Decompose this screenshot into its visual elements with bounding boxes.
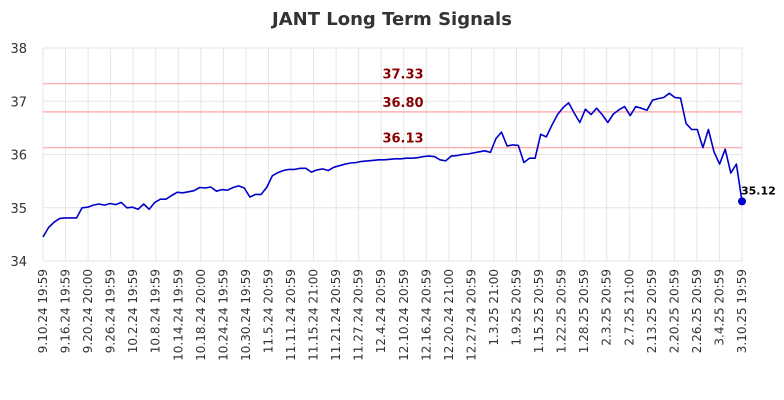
x-tick-label: 10.30.24 19:59 — [239, 269, 253, 361]
x-tick-label: 3.10.25 19:59 — [735, 269, 749, 353]
last-value-label: 35.12 — [741, 184, 776, 197]
x-tick-label: 11.5.24 20:59 — [261, 269, 275, 353]
x-tick-label: 10.14.24 19:59 — [171, 269, 185, 361]
x-tick-label: 1.15.25 20:59 — [532, 269, 546, 353]
x-tick-label: 2.13.25 20:59 — [645, 269, 659, 353]
y-axis-ticks: 34 35 36 37 38 — [10, 42, 27, 270]
signal-level-label: 37.33 — [382, 68, 423, 83]
x-tick-label: 11.27.24 20:59 — [352, 269, 366, 361]
last-point-marker — [738, 197, 746, 206]
x-tick-label: 12.20.24 21:00 — [442, 269, 456, 361]
x-tick-label: 12.4.24 20:59 — [374, 269, 388, 353]
x-tick-label: 12.16.24 20:59 — [419, 269, 433, 361]
x-tick-label: 2.20.25 20:59 — [667, 269, 681, 353]
price-line — [42, 92, 743, 238]
signal-level-label: 36.80 — [382, 96, 423, 111]
signal-level-label: 36.13 — [382, 132, 423, 147]
x-tick-label: 10.24.24 19:59 — [216, 269, 230, 361]
y-tick-label: 36 — [10, 149, 27, 164]
x-tick-label: 11.15.24 21:00 — [307, 269, 321, 361]
x-axis-ticks: 9.10.24 19:59 9.16.24 19:59 9.20.24 20:00 9… — [36, 269, 749, 361]
x-tick-label: 1.28.25 20:59 — [577, 269, 591, 353]
x-tick-label: 10.2.24 19:59 — [126, 269, 140, 353]
x-tick-label: 3.4.25 20:59 — [712, 269, 726, 346]
chart-title: JANT Long Term Signals — [270, 9, 512, 30]
x-tick-label: 9.26.24 19:59 — [104, 269, 118, 353]
y-tick-label: 37 — [10, 95, 27, 110]
signal-levels: 37.33 36.80 36.13 — [43, 68, 742, 149]
x-tick-label: 2.26.25 20:59 — [690, 269, 704, 353]
y-tick-label: 35 — [10, 202, 27, 217]
x-tick-label: 12.10.24 20:59 — [397, 269, 411, 361]
x-tick-label: 12.27.24 20:59 — [464, 269, 478, 361]
x-tick-label: 11.21.24 20:59 — [329, 269, 343, 361]
y-tick-label: 38 — [10, 42, 27, 57]
x-tick-label: 1.9.25 20:59 — [510, 269, 524, 346]
x-tick-label: 10.18.24 20:00 — [194, 269, 208, 361]
x-tick-label: 10.8.24 19:59 — [149, 269, 163, 353]
x-tick-label: 2.7.25 21:00 — [622, 269, 636, 346]
x-tick-label: 9.20.24 20:00 — [81, 269, 95, 353]
x-tick-label: 2.3.25 20:59 — [600, 269, 614, 346]
y-tick-label: 34 — [10, 255, 27, 270]
x-tick-label: 1.3.25 21:00 — [487, 269, 501, 346]
x-tick-label: 9.10.24 19:59 — [36, 269, 50, 353]
x-tick-label: 11.11.24 20:59 — [284, 269, 298, 361]
x-tick-label: 1.22.25 20:59 — [555, 269, 569, 353]
x-tick-label: 9.16.24 19:59 — [59, 269, 73, 353]
